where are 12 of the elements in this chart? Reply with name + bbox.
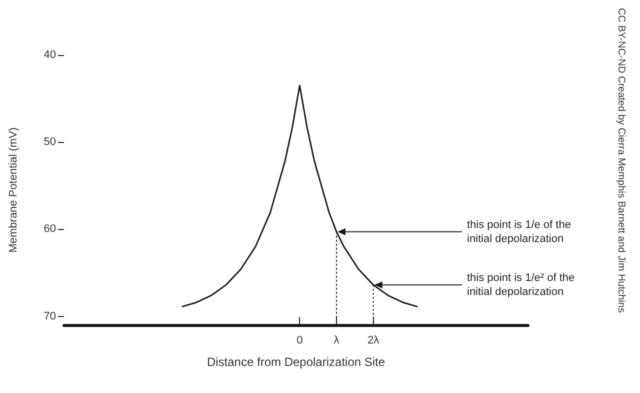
- x-axis-title: Distance from Depolarization Site: [206, 355, 386, 369]
- y-tick-label: 40: [44, 49, 56, 61]
- x-tick-label: 0: [296, 334, 303, 346]
- annotation: this point is 1/e² of the initial depolarization: [467, 272, 575, 298]
- y-tick-label: 50: [44, 136, 56, 148]
- y-tick-label: 60: [44, 223, 56, 236]
- x-tick-label: λ: [334, 334, 340, 346]
- y-axis-title: Membrane Potential (mV): [8, 127, 20, 253]
- annotation: this point is 1/e of the initial depolarization: [467, 218, 571, 245]
- text: CC BY-NC-ND Created by Cierra Memphis Barnett and Jim Hutchins: [616, 8, 626, 313]
- y-tick-label: 70: [44, 310, 56, 322]
- x-tick-label: 2λ: [368, 334, 380, 346]
